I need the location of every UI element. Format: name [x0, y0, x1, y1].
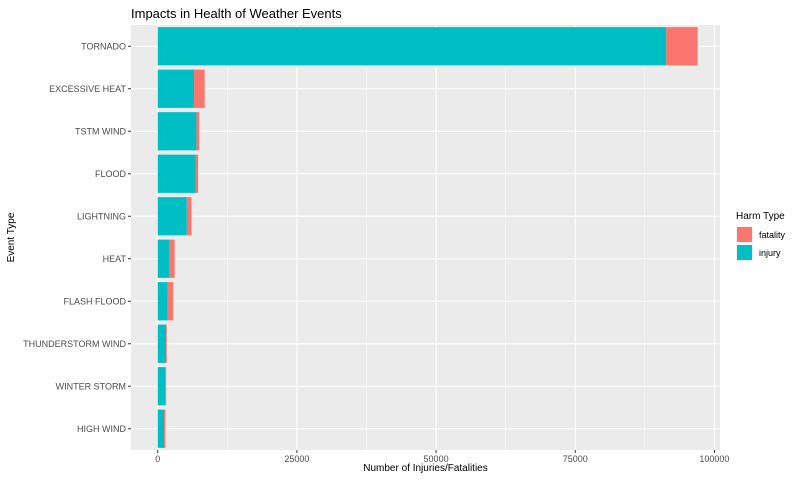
- y-tick-label: WINTER STORM: [56, 381, 126, 391]
- bar-fatality: [165, 367, 167, 406]
- x-tick-label: 25000: [284, 454, 309, 464]
- y-tick-label: THUNDERSTORM WIND: [23, 339, 126, 349]
- y-tick-label: LIGHTNING: [77, 211, 126, 221]
- bar-injury: [157, 324, 167, 363]
- legend-key-injury: [737, 245, 752, 260]
- bar-injury: [157, 239, 170, 278]
- x-axis-ticks: 0 25000 50000 75000 100000: [155, 450, 729, 464]
- bars: [157, 27, 698, 448]
- bar-injury: [157, 27, 667, 66]
- legend-title: Harm Type: [736, 211, 785, 222]
- bar-injury: [157, 154, 196, 193]
- bar-injury: [157, 282, 168, 321]
- bar-injury: [157, 367, 166, 406]
- bar-fatality: [186, 197, 192, 236]
- chart-title: Impacts in Health of Weather Events: [131, 6, 342, 21]
- y-tick-label: HEAT: [103, 254, 127, 264]
- legend-label-fatality: fatality: [759, 230, 786, 240]
- minor-gridlines: [227, 25, 646, 450]
- x-axis-title: Number of Injuries/Fatalities: [363, 463, 488, 474]
- legend: Harm Type fatality injury: [736, 211, 786, 261]
- y-tick-label: HIGH WIND: [77, 424, 126, 434]
- bar-fatality: [195, 154, 199, 193]
- plot-panel: [131, 25, 720, 450]
- x-tick-label: 100000: [699, 454, 729, 464]
- bar-fatality: [169, 239, 175, 278]
- y-axis-title: Event Type: [6, 212, 17, 262]
- y-tick-label: EXCESSIVE HEAT: [49, 84, 126, 94]
- bar-fatality: [167, 282, 174, 321]
- bar-fatality: [164, 409, 166, 448]
- y-tick-label: TORNADO: [81, 41, 126, 51]
- bar-injury: [157, 69, 195, 108]
- legend-label-injury: injury: [759, 248, 781, 258]
- bar-injury: [157, 197, 187, 236]
- y-axis-ticks: TORNADO EXCESSIVE HEAT TSTM WIND FLOOD LIGHT…: [23, 41, 131, 434]
- y-tick-label: TSTM WIND: [75, 126, 126, 136]
- x-tick-label: 75000: [563, 454, 588, 464]
- y-tick-label: FLASH FLOOD: [63, 296, 126, 306]
- x-tick-label: 0: [155, 454, 160, 464]
- bar-fatality: [666, 27, 698, 66]
- bar-fatality: [166, 324, 167, 363]
- bar-fatality: [196, 112, 200, 151]
- bar-fatality: [194, 69, 205, 108]
- x-tick-label: 50000: [424, 454, 449, 464]
- y-tick-label: FLOOD: [95, 169, 127, 179]
- bar-injury: [157, 112, 197, 151]
- bar-injury: [157, 409, 165, 448]
- legend-key-fatality: [737, 227, 752, 242]
